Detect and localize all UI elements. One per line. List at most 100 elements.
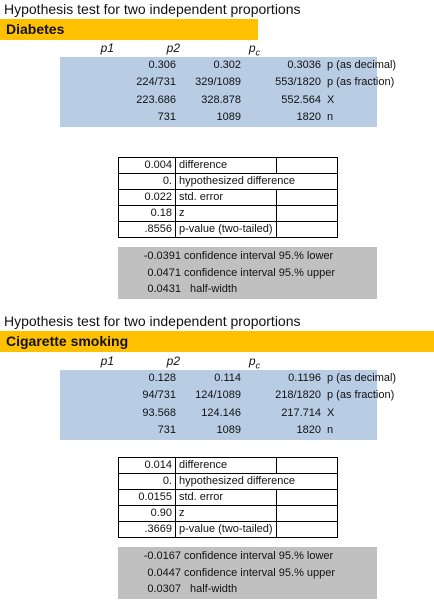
cell-p2: 1089 (216, 111, 241, 123)
table-row: 0.306 0.302 0.3036 p (as decimal) (60, 57, 396, 74)
stat-label: std. error (175, 489, 277, 506)
table-row: 93.568 124.146 217.714 X (60, 405, 377, 422)
table-row: 0.0471 confidence interval 95.% upper (118, 265, 377, 282)
stat-label: std. error (175, 189, 277, 206)
table-row: -0.0391 confidence interval 95.% lower (118, 248, 377, 265)
empty-cell (275, 157, 338, 174)
stat-label: p-value (two-tailed) (175, 221, 277, 238)
table-row: 0. hypothesized difference (118, 173, 338, 190)
cell-p2: 124.146 (201, 407, 241, 419)
table-row: .3669 p-value (two-tailed) (118, 521, 338, 538)
confidence-interval-block: -0.0391 confidence interval 95.% lower 0… (118, 247, 377, 299)
table-row: 0.014 difference (118, 457, 338, 474)
empty-cell (275, 505, 338, 522)
cell-pc: 218/1820 (275, 389, 321, 401)
page-title-2: Hypothesis test for two independent prop… (4, 313, 301, 329)
table-row: 0.0307 half-width (118, 581, 377, 598)
stat-value: .3669 (118, 521, 176, 538)
ci-label: half-width (190, 283, 238, 295)
stat-label: difference (175, 457, 277, 474)
ci-value: -0.0167 (143, 550, 181, 562)
stat-label: hypothesized difference (175, 473, 338, 490)
cell-pc: 552.564 (281, 94, 321, 106)
cell-pc: 553/1820 (275, 76, 321, 88)
stat-value: 0.0155 (118, 489, 176, 506)
row-label: p (as fraction) (327, 389, 395, 401)
ci-label: confidence interval 95.% upper (184, 567, 336, 579)
ci-label: confidence interval 95.% lower (184, 250, 334, 262)
cell-p1: 93.568 (142, 407, 176, 419)
empty-cell (275, 457, 338, 474)
stat-value: 0.004 (118, 157, 176, 174)
table-row: 0. hypothesized difference (118, 473, 338, 490)
row-label: X (327, 94, 335, 106)
ci-label: confidence interval 95.% lower (184, 550, 334, 562)
stat-value: 0.022 (118, 189, 176, 206)
section-name: Diabetes (6, 21, 65, 37)
col-header-p1: p1 (100, 354, 114, 368)
input-block: 0.306 0.302 0.3036 p (as decimal) 224/73… (60, 57, 396, 127)
cell-pc: 217.714 (281, 407, 321, 419)
cell-p1: 731 (157, 111, 176, 123)
cell-p1: 0.128 (148, 372, 176, 384)
cell-pc: 1820 (296, 111, 321, 123)
col-header-pc: pc (248, 354, 260, 371)
cell-p1: 0.306 (148, 59, 176, 71)
ci-value: 0.0471 (147, 267, 181, 279)
table-row: 0.0155 std. error (118, 489, 338, 506)
table-row: -0.0167 confidence interval 95.% lower (118, 548, 377, 565)
table-row: 224/731 329/1089 553/1820 p (as fraction… (60, 74, 394, 91)
ci-value: 0.0447 (147, 567, 181, 579)
col-header-p2: p2 (166, 41, 180, 55)
table-row: 731 1089 1820 n (60, 109, 377, 126)
table-row: 0.004 difference (118, 157, 338, 174)
stat-value: 0.90 (118, 505, 176, 522)
table-row: 0.128 0.114 0.1196 p (as decimal) (60, 370, 396, 387)
cell-p2: 329/1089 (195, 76, 241, 88)
col-header-p1: p1 (100, 41, 114, 55)
ci-value: 0.0307 (147, 583, 181, 595)
cell-p2: 0.302 (213, 59, 241, 71)
row-label: n (327, 111, 334, 123)
cell-p2: 1089 (216, 424, 241, 436)
cell-p2: 124/1089 (195, 389, 241, 401)
stat-value: .8556 (118, 221, 176, 238)
table-row: .8556 p-value (two-tailed) (118, 221, 338, 238)
stat-label: z (175, 205, 277, 222)
input-block: 0.128 0.114 0.1196 p (as decimal) 94/731… (60, 370, 396, 440)
ci-value: 0.0431 (147, 283, 181, 295)
cell-p1: 731 (157, 424, 176, 436)
row-label: p (as decimal) (327, 59, 397, 71)
empty-cell (275, 489, 338, 506)
section-header-cigarette-smoking: Cigarette smoking (0, 331, 434, 352)
stat-value: 0. (118, 473, 176, 490)
cell-pc: 0.1196 (288, 372, 321, 384)
confidence-interval-block: -0.0167 confidence interval 95.% lower 0… (118, 547, 377, 599)
stat-value: 0.18 (118, 205, 176, 222)
stat-label: difference (175, 157, 277, 174)
table-row: 223.686 328.878 552.564 X (60, 92, 377, 109)
stat-label: hypothesized difference (175, 173, 338, 190)
stat-value: 0. (118, 173, 176, 190)
stat-label: p-value (two-tailed) (175, 521, 277, 538)
cell-p1: 94/731 (142, 389, 176, 401)
ci-label: half-width (190, 583, 238, 595)
table-row: 94/731 124/1089 218/1820 p (as fraction) (60, 387, 394, 404)
stat-label: z (175, 505, 277, 522)
cell-p1: 224/731 (136, 76, 176, 88)
section-name: Cigarette smoking (6, 333, 129, 349)
row-label: n (327, 424, 334, 436)
cell-pc: 0.3036 (287, 59, 321, 71)
section-header-diabetes: Diabetes (0, 19, 258, 40)
col-header-p2: p2 (166, 354, 180, 368)
table-row: 0.0431 half-width (118, 281, 377, 298)
cell-pc: 1820 (296, 424, 321, 436)
stats-table: 0.014 difference 0. hypothesized differe… (118, 457, 338, 538)
empty-cell (275, 521, 338, 538)
table-row: 0.90 z (118, 505, 338, 522)
row-label: p (as decimal) (327, 372, 397, 384)
table-row: 0.18 z (118, 205, 338, 222)
stat-value: 0.014 (118, 457, 176, 474)
page-title-1: Hypothesis test for two independent prop… (4, 1, 301, 17)
cell-p1: 223.686 (136, 94, 176, 106)
